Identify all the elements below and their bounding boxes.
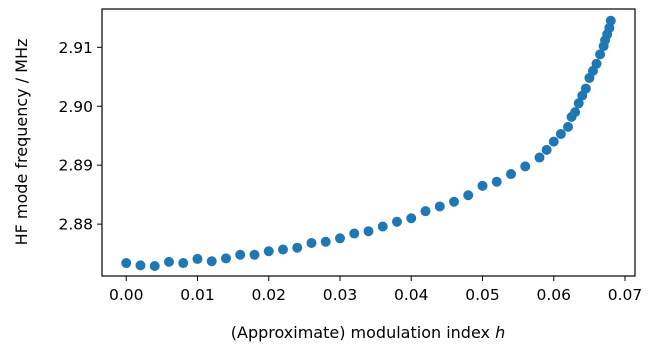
- data-point: [449, 196, 460, 207]
- data-point: [149, 260, 160, 271]
- data-point: [520, 161, 531, 172]
- data-point: [235, 249, 246, 260]
- data-point: [573, 98, 584, 109]
- data-point: [206, 256, 217, 267]
- data-point: [163, 256, 174, 267]
- data-point: [420, 206, 431, 217]
- y-tick-label: 2.88: [58, 216, 93, 234]
- data-point: [406, 213, 417, 224]
- data-point: [292, 242, 303, 253]
- x-tick-label: 0.04: [394, 286, 429, 304]
- data-point: [463, 190, 474, 201]
- x-tick-label: 0.01: [180, 286, 215, 304]
- data-point: [541, 144, 552, 155]
- plot-frame: [101, 8, 636, 277]
- data-point: [121, 258, 132, 269]
- x-tick-label: 0.05: [465, 286, 500, 304]
- data-point: [263, 246, 274, 257]
- data-point: [192, 253, 203, 264]
- x-tick-label: 0.02: [251, 286, 286, 304]
- data-point: [392, 216, 402, 227]
- data-point: [605, 15, 616, 26]
- x-axis-ticks: 0.00 0.01 0.02 0.03 0.04 0.05 0.06 0.07: [109, 276, 642, 304]
- data-point: [548, 136, 559, 147]
- data-point: [491, 176, 502, 187]
- x-tick-label: 0.00: [109, 286, 144, 304]
- data-point: [135, 260, 146, 271]
- data-point: [570, 107, 581, 118]
- x-tick-label: 0.06: [537, 286, 572, 304]
- data-point: [377, 221, 388, 232]
- data-point: [178, 258, 189, 269]
- data-point: [220, 253, 231, 264]
- data-point: [249, 249, 260, 260]
- data-point: [534, 152, 545, 163]
- data-points: [121, 15, 616, 271]
- data-point: [349, 228, 360, 239]
- y-axis-label: HF mode frequency / MHz: [12, 39, 31, 246]
- data-point: [477, 180, 488, 191]
- data-point: [506, 169, 517, 180]
- y-tick-label: 2.89: [58, 157, 93, 175]
- data-point: [591, 58, 602, 69]
- data-point: [335, 233, 345, 244]
- data-point: [563, 121, 574, 132]
- x-tick-label: 0.03: [323, 286, 358, 304]
- y-tick-label: 2.91: [58, 39, 93, 57]
- y-tick-label: 2.90: [58, 98, 93, 116]
- data-point: [434, 201, 445, 212]
- x-axis-label-text: (Approximate) modulation index: [231, 323, 490, 342]
- y-axis-ticks: 2.88 2.89 2.90 2.91: [58, 39, 102, 234]
- data-point: [595, 49, 606, 60]
- data-point: [306, 237, 317, 248]
- data-point: [277, 244, 288, 255]
- x-tick-label: 0.07: [608, 286, 643, 304]
- data-point: [363, 226, 374, 237]
- x-axis-label: (Approximate) modulation index h: [231, 323, 505, 342]
- data-point: [555, 128, 566, 139]
- data-point: [580, 83, 591, 94]
- x-axis-label-symbol: h: [495, 323, 505, 342]
- data-point: [320, 236, 331, 247]
